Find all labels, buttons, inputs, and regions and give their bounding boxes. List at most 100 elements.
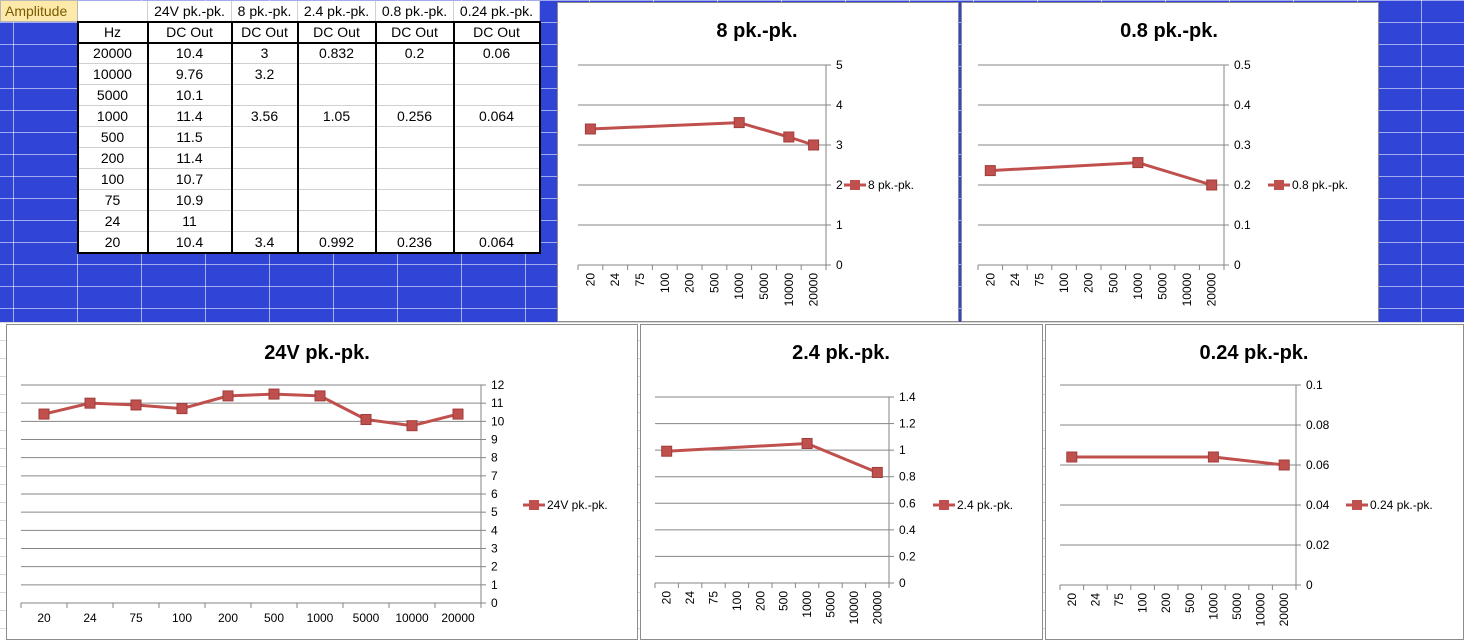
- hz-cell[interactable]: 1000: [76, 105, 148, 127]
- data-point[interactable]: [406, 420, 418, 432]
- blank-cell[interactable]: [232, 274, 298, 295]
- blank-cell[interactable]: [232, 295, 298, 316]
- blank-cell[interactable]: [1, 169, 78, 190]
- col-header-2_4[interactable]: 2.4 pk.-pk.: [297, 0, 376, 22]
- data-point[interactable]: [733, 117, 745, 129]
- data-point[interactable]: [1207, 451, 1219, 463]
- value-cell[interactable]: [230, 168, 298, 190]
- value-cell[interactable]: [452, 210, 541, 232]
- data-point[interactable]: [84, 397, 96, 409]
- data-point[interactable]: [38, 408, 50, 420]
- blank-cell[interactable]: [376, 274, 454, 295]
- blank-cell[interactable]: [78, 274, 148, 295]
- blank-cell[interactable]: [148, 274, 232, 295]
- value-cell[interactable]: 0.992: [296, 231, 376, 254]
- value-cell[interactable]: [230, 126, 298, 148]
- blank-cell[interactable]: [1, 106, 78, 127]
- value-cell[interactable]: [230, 189, 298, 211]
- hz-header[interactable]: Hz: [76, 20, 148, 44]
- value-cell[interactable]: [452, 147, 541, 169]
- value-cell[interactable]: 0.236: [374, 231, 454, 254]
- chart-0_24[interactable]: 0.24 pk.-pk. 0 0.02 0.04 0.06 0.08 0.1 20 24 75 10…: [1045, 324, 1464, 640]
- data-point[interactable]: [1066, 451, 1078, 463]
- value-cell[interactable]: [296, 147, 376, 169]
- blank-cell[interactable]: [1, 295, 78, 316]
- hz-cell[interactable]: 200: [76, 147, 148, 169]
- col-header-0_8[interactable]: 0.8 pk.-pk.: [375, 0, 454, 22]
- data-point[interactable]: [130, 399, 142, 411]
- blank-cell[interactable]: [454, 253, 540, 274]
- hz-cell[interactable]: 5000: [76, 84, 148, 106]
- blank-cell[interactable]: [1, 232, 78, 253]
- data-point[interactable]: [176, 403, 188, 415]
- hz-cell[interactable]: 24: [76, 210, 148, 232]
- blank-cell[interactable]: [148, 253, 232, 274]
- blank-cell[interactable]: [298, 274, 376, 295]
- unit-label[interactable]: DC Out: [374, 20, 454, 44]
- blank-cell[interactable]: [1, 64, 78, 85]
- value-cell[interactable]: [374, 189, 454, 211]
- value-cell[interactable]: [296, 189, 376, 211]
- blank-cell[interactable]: [298, 295, 376, 316]
- unit-label[interactable]: DC Out: [452, 20, 541, 44]
- data-point[interactable]: [584, 123, 596, 135]
- value-cell[interactable]: [452, 168, 541, 190]
- value-cell[interactable]: 3.56: [230, 105, 298, 127]
- value-cell[interactable]: [230, 84, 298, 106]
- value-cell[interactable]: 10.7: [146, 168, 232, 190]
- chart-2_4[interactable]: 2.4 pk.-pk. 0 0.2 0.4 0.6 0.8 1 1.2 1.4 20 24 75 100…: [640, 324, 1043, 640]
- value-cell[interactable]: [296, 210, 376, 232]
- blank-cell[interactable]: [1, 190, 78, 211]
- blank-cell[interactable]: [78, 253, 148, 274]
- blank-cell[interactable]: [78, 295, 148, 316]
- value-cell[interactable]: [374, 63, 454, 85]
- value-cell[interactable]: 1.05: [296, 105, 376, 127]
- value-cell[interactable]: 11.4: [146, 147, 232, 169]
- value-cell[interactable]: [374, 168, 454, 190]
- value-cell[interactable]: [296, 63, 376, 85]
- value-cell[interactable]: [230, 147, 298, 169]
- value-cell[interactable]: [452, 63, 541, 85]
- value-cell[interactable]: 11: [146, 210, 232, 232]
- blank-cell[interactable]: [1, 253, 78, 274]
- col-header-24v[interactable]: 24V pk.-pk.: [147, 0, 232, 22]
- data-point[interactable]: [268, 388, 280, 400]
- blank-cell[interactable]: [376, 253, 454, 274]
- value-cell[interactable]: 0.832: [296, 42, 376, 64]
- chart-24[interactable]: 24V pk.-pk. 0 1 2 3 4 5 6 7 8 9 10 11 12 20 24 75 100 200 5…: [6, 324, 638, 640]
- value-cell[interactable]: 10.4: [146, 231, 232, 254]
- unit-label[interactable]: DC Out: [296, 20, 376, 44]
- data-point[interactable]: [314, 390, 326, 402]
- hz-cell[interactable]: 20000: [76, 42, 148, 64]
- data-point[interactable]: [801, 438, 813, 449]
- col-header-0_24[interactable]: 0.24 pk.-pk.: [453, 0, 540, 22]
- value-cell[interactable]: 0.2: [374, 42, 454, 64]
- hz-cell[interactable]: 10000: [76, 63, 148, 85]
- value-cell[interactable]: 3.4: [230, 231, 298, 254]
- hz-cell[interactable]: 500: [76, 126, 148, 148]
- hz-cell[interactable]: 100: [76, 168, 148, 190]
- blank-cell[interactable]: [1, 43, 78, 64]
- value-cell[interactable]: [296, 84, 376, 106]
- data-point[interactable]: [783, 131, 795, 143]
- data-point[interactable]: [871, 466, 883, 478]
- empty-header-cell[interactable]: [77, 0, 148, 22]
- hz-cell[interactable]: 75: [76, 189, 148, 211]
- amplitude-cell[interactable]: Amplitude: [0, 0, 78, 22]
- value-cell[interactable]: [374, 126, 454, 148]
- value-cell[interactable]: 10.1: [146, 84, 232, 106]
- value-cell[interactable]: [296, 168, 376, 190]
- data-point[interactable]: [984, 165, 996, 177]
- value-cell[interactable]: [452, 126, 541, 148]
- blank-cell[interactable]: [1, 127, 78, 148]
- value-cell[interactable]: [374, 210, 454, 232]
- value-cell[interactable]: 3.2: [230, 63, 298, 85]
- value-cell[interactable]: [374, 147, 454, 169]
- value-cell[interactable]: 11.4: [146, 105, 232, 127]
- blank-cell[interactable]: [454, 274, 540, 295]
- data-point[interactable]: [1132, 157, 1144, 169]
- data-point[interactable]: [360, 414, 372, 426]
- blank-cell[interactable]: [376, 295, 454, 316]
- value-cell[interactable]: [296, 126, 376, 148]
- data-point[interactable]: [1206, 179, 1218, 191]
